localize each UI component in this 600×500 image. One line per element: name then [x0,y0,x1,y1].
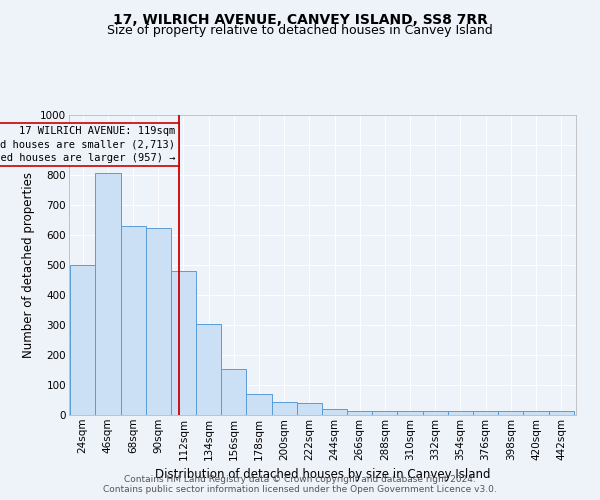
Bar [196,324,221,415]
Bar [146,228,171,415]
Text: 17 WILRICH AVENUE: 119sqm
← 74% of detached houses are smaller (2,713)
26% of se: 17 WILRICH AVENUE: 119sqm ← 74% of detac… [0,126,175,163]
Bar [272,402,297,415]
Bar [498,411,523,415]
Y-axis label: Number of detached properties: Number of detached properties [22,172,35,358]
Text: Contains HM Land Registry data © Crown copyright and database right 2024.: Contains HM Land Registry data © Crown c… [124,474,476,484]
Text: Contains public sector information licensed under the Open Government Licence v3: Contains public sector information licen… [103,484,497,494]
Bar [95,172,121,415]
Bar [347,410,372,415]
Bar [247,394,272,415]
Bar [397,411,422,415]
X-axis label: Distribution of detached houses by size in Canvey Island: Distribution of detached houses by size … [155,468,490,481]
Bar [548,411,574,415]
Bar [221,368,247,415]
Bar [121,226,146,415]
Bar [372,411,397,415]
Bar [322,409,347,415]
Bar [523,411,548,415]
Bar [473,411,498,415]
Bar [448,411,473,415]
Bar [171,271,196,415]
Bar [70,265,95,415]
Bar [297,403,322,415]
Text: 17, WILRICH AVENUE, CANVEY ISLAND, SS8 7RR: 17, WILRICH AVENUE, CANVEY ISLAND, SS8 7… [113,12,487,26]
Text: Size of property relative to detached houses in Canvey Island: Size of property relative to detached ho… [107,24,493,37]
Bar [422,411,448,415]
